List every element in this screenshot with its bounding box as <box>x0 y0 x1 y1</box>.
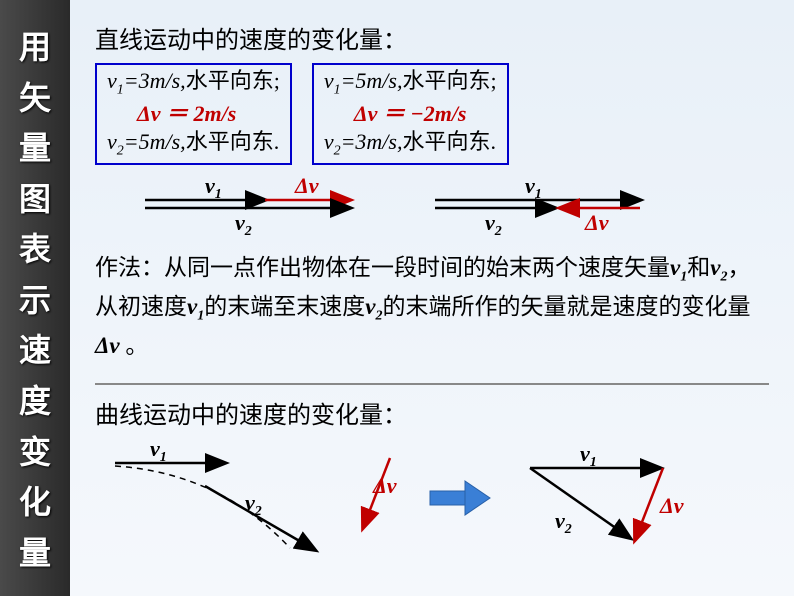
sidebar-char: 速 <box>19 325 51 371</box>
sidebar-char: 表 <box>19 224 51 270</box>
box1-dv: Δv ＝ 2m/s <box>107 100 280 129</box>
sidebar-char: 量 <box>19 123 51 169</box>
svg-text:Δv: Δv <box>659 493 684 518</box>
svg-text:v2: v2 <box>485 210 502 235</box>
box2: v1=5m/s,水平向东; Δv ＝ −2m/s v2=3m/s,水平向东. <box>312 63 509 165</box>
diagram-case1: v1 Δv v2 <box>135 175 365 235</box>
triangle-diagram: v1 v2 Δv <box>505 443 705 553</box>
svg-text:v1: v1 <box>150 438 167 465</box>
box2-dv: Δv ＝ −2m/s <box>324 100 497 129</box>
box1: v1=3m/s,水平向东; Δv ＝ 2m/s v2=5m/s,水平向东. <box>95 63 292 165</box>
svg-text:v1: v1 <box>205 175 222 202</box>
method-text: 作法：从同一点作出物体在一段时间的始末两个速度矢量v1和v2，从初速度v1的末端… <box>95 250 769 365</box>
svg-text:v2: v2 <box>235 210 252 235</box>
svg-text:Δv: Δv <box>372 473 397 498</box>
example-boxes: v1=3m/s,水平向东; Δv ＝ 2m/s v2=5m/s,水平向东. v1… <box>95 63 769 165</box>
sidebar-char: 变 <box>19 427 51 473</box>
sidebar-char: 图 <box>19 174 51 220</box>
sidebar-char: 化 <box>19 477 51 523</box>
sidebar-char: 用 <box>19 22 51 68</box>
svg-text:v1: v1 <box>580 443 597 470</box>
curve-diagram: v1 v2 <box>95 438 335 558</box>
sidebar: 用矢量图表示速度变化量 <box>0 0 70 596</box>
dv-separate: Δv <box>345 453 415 543</box>
section2-title: 曲线运动中的速度的变化量： <box>95 395 769 430</box>
svg-text:Δv: Δv <box>584 210 609 235</box>
arrow-icon <box>425 473 495 523</box>
section2: 曲线运动中的速度的变化量： v1 v2 Δv <box>95 383 769 558</box>
sidebar-char: 示 <box>19 275 51 321</box>
main-content: 直线运动中的速度的变化量： v1=3m/s,水平向东; Δv ＝ 2m/s v2… <box>70 0 794 596</box>
svg-text:v2: v2 <box>245 490 262 519</box>
linear-diagrams: v1 Δv v2 v1 v2 Δv <box>135 175 769 235</box>
sidebar-char: 矢 <box>19 73 51 119</box>
svg-text:Δv: Δv <box>294 175 319 198</box>
sidebar-char: 量 <box>19 528 51 574</box>
section1-title: 直线运动中的速度的变化量： <box>95 20 769 55</box>
svg-text:v1: v1 <box>525 175 542 202</box>
sidebar-char: 度 <box>19 376 51 422</box>
svg-text:v2: v2 <box>555 508 572 537</box>
diagram-case2: v1 v2 Δv <box>425 175 655 235</box>
